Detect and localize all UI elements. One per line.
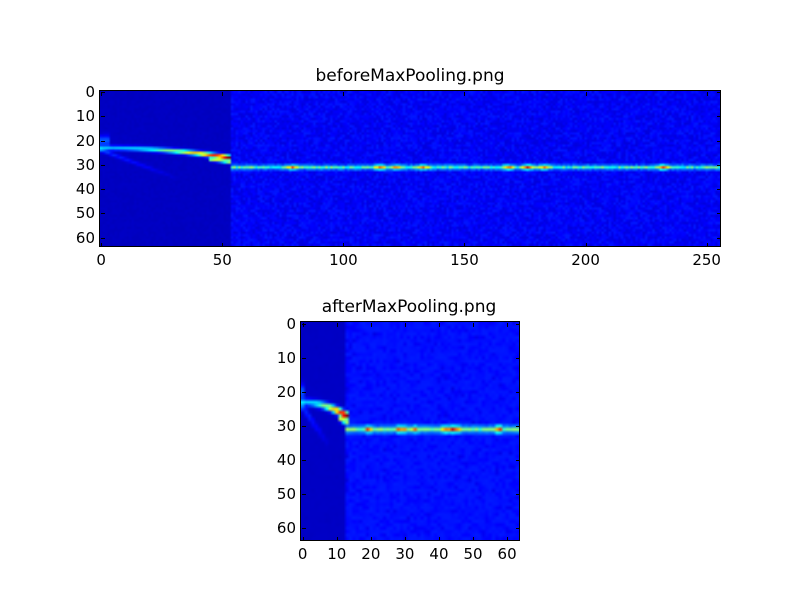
x-tick-mark: [464, 243, 466, 247]
x-tick-label: 30: [395, 545, 415, 563]
x-tick-mark: [343, 243, 345, 247]
x-tick-mark: [404, 537, 406, 541]
y-tick-label: 0: [85, 83, 95, 102]
y-tick-mark: [302, 323, 306, 325]
x-tick-mark: [473, 323, 475, 327]
y-tick-mark: [717, 140, 721, 142]
bottom-heatmap-axes: [300, 321, 520, 541]
top-heatmap-axes: [99, 90, 721, 247]
x-tick-label: 20: [361, 545, 381, 563]
x-tick-mark: [370, 537, 372, 541]
x-tick-mark: [585, 243, 587, 247]
x-tick-mark: [473, 537, 475, 541]
y-tick-mark: [516, 391, 520, 393]
y-tick-mark: [101, 92, 105, 94]
y-tick-label: 0: [286, 314, 296, 333]
y-tick-mark: [101, 213, 105, 215]
top-chart-title: beforeMaxPooling.png: [315, 66, 505, 86]
y-tick-label: 60: [75, 228, 95, 247]
y-tick-label: 40: [276, 450, 296, 469]
y-tick-mark: [302, 459, 306, 461]
x-tick-label: 50: [212, 251, 232, 269]
y-tick-label: 30: [276, 416, 296, 435]
y-tick-label: 60: [276, 519, 296, 538]
x-tick-mark: [302, 323, 304, 327]
y-tick-mark: [717, 164, 721, 166]
y-tick-mark: [516, 357, 520, 359]
y-tick-mark: [101, 189, 105, 191]
y-tick-mark: [101, 140, 105, 142]
x-tick-label: 100: [329, 251, 358, 269]
x-tick-mark: [222, 243, 224, 247]
y-tick-mark: [516, 528, 520, 530]
bottom-chart-title: afterMaxPooling.png: [321, 297, 497, 317]
x-tick-mark: [343, 92, 345, 96]
x-tick-mark: [370, 323, 372, 327]
y-tick-mark: [302, 425, 306, 427]
x-tick-mark: [101, 243, 103, 247]
y-tick-label: 20: [276, 382, 296, 401]
x-tick-mark: [336, 537, 338, 541]
y-tick-mark: [101, 237, 105, 239]
y-tick-mark: [101, 164, 105, 166]
y-tick-mark: [717, 92, 721, 94]
x-tick-mark: [336, 323, 338, 327]
x-tick-mark: [222, 92, 224, 96]
x-tick-label: 50: [463, 545, 483, 563]
y-tick-label: 50: [276, 485, 296, 504]
y-tick-mark: [717, 189, 721, 191]
y-tick-mark: [717, 116, 721, 118]
y-tick-mark: [516, 425, 520, 427]
x-tick-mark: [507, 537, 509, 541]
top-heatmap-image: [100, 91, 720, 246]
x-tick-label: 40: [429, 545, 449, 563]
y-tick-mark: [302, 391, 306, 393]
x-tick-mark: [706, 92, 708, 96]
x-tick-label: 0: [297, 545, 308, 563]
x-tick-mark: [585, 92, 587, 96]
y-tick-mark: [717, 213, 721, 215]
x-tick-label: 250: [692, 251, 721, 269]
y-tick-mark: [516, 494, 520, 496]
x-tick-label: 0: [96, 251, 106, 269]
y-tick-label: 20: [75, 131, 95, 150]
x-tick-mark: [404, 323, 406, 327]
x-tick-label: 200: [571, 251, 600, 269]
y-tick-label: 40: [75, 180, 95, 199]
y-tick-mark: [302, 357, 306, 359]
y-tick-label: 30: [75, 155, 95, 174]
x-tick-label: 60: [497, 545, 517, 563]
x-tick-mark: [302, 537, 304, 541]
x-tick-mark: [438, 323, 440, 327]
y-tick-mark: [101, 116, 105, 118]
y-tick-mark: [717, 237, 721, 239]
y-tick-label: 50: [75, 204, 95, 223]
y-tick-label: 10: [75, 107, 95, 126]
x-tick-mark: [438, 537, 440, 541]
x-tick-mark: [101, 92, 103, 96]
y-tick-label: 10: [276, 348, 296, 367]
x-tick-label: 150: [450, 251, 479, 269]
x-tick-mark: [507, 323, 509, 327]
y-tick-mark: [516, 323, 520, 325]
bottom-heatmap-image: [301, 322, 519, 540]
x-tick-mark: [706, 243, 708, 247]
y-tick-mark: [302, 494, 306, 496]
y-tick-mark: [516, 459, 520, 461]
y-tick-mark: [302, 528, 306, 530]
x-tick-mark: [464, 92, 466, 96]
x-tick-label: 10: [327, 545, 347, 563]
